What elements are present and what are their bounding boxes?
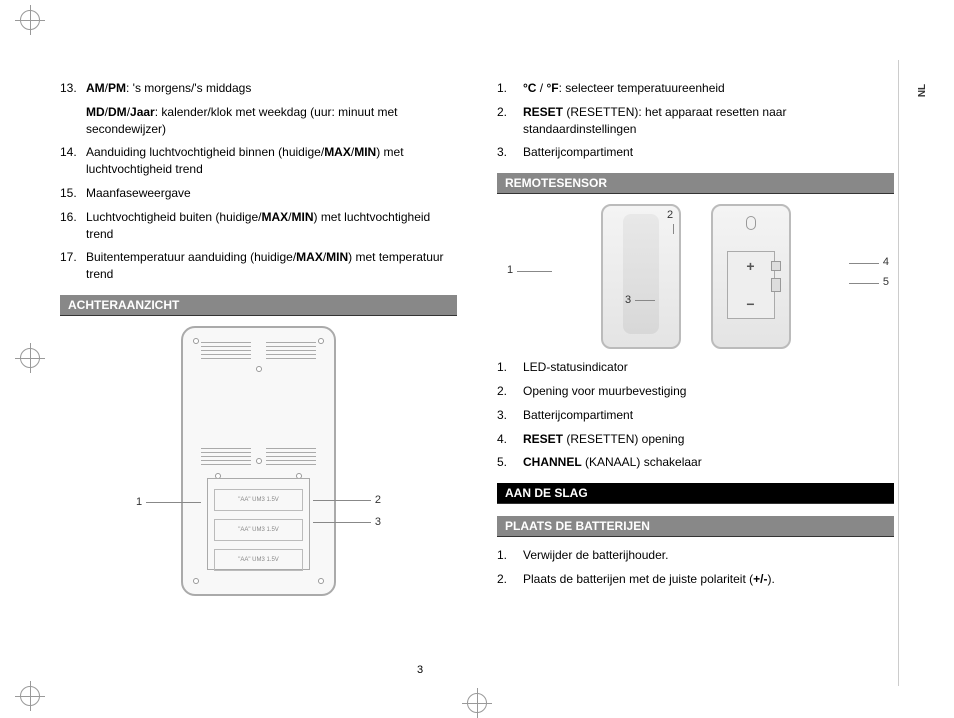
- list-item: 3.Batterijcompartiment: [497, 407, 894, 424]
- list-item: 2.Opening voor muurbevestiging: [497, 383, 894, 400]
- remote-back-illustration: +−: [711, 204, 791, 349]
- remote-callout-3: 3: [625, 294, 631, 306]
- list-subitem: MD/DM/Jaar: kalender/klok met weekdag (u…: [86, 104, 457, 138]
- list-item: 16.Luchtvochtigheid buiten (huidige/MAX/…: [60, 209, 457, 243]
- battery-slot: "AA" UM3 1.5V: [214, 519, 303, 541]
- remote-callout-5: 5: [883, 276, 889, 288]
- callout-3: 3: [375, 516, 381, 528]
- registration-mark: [20, 10, 40, 30]
- remote-sensor-list: 1.LED-statusindicator 2.Opening voor muur…: [497, 359, 894, 471]
- list-item: 2.Plaats de batterijen met de juiste pol…: [497, 571, 894, 588]
- registration-mark: [20, 348, 40, 368]
- feature-list-continued: 13.AM/PM: 's morgens/'s middags MD/DM/Jaa…: [60, 80, 457, 283]
- left-column: 13.AM/PM: 's morgens/'s middags MD/DM/Jaa…: [60, 80, 457, 609]
- section-achteraanzicht: ACHTERAANZICHT: [60, 295, 457, 316]
- list-item: 3.Batterijcompartiment: [497, 144, 894, 161]
- list-item: 14.Aanduiding luchtvochtigheid binnen (h…: [60, 144, 457, 178]
- page-number: 3: [417, 664, 423, 676]
- page: 13.AM/PM: 's morgens/'s middags MD/DM/Jaa…: [0, 0, 954, 639]
- section-plaats-batterijen: PLAATS DE BATTERIJEN: [497, 516, 894, 537]
- registration-mark: [20, 686, 40, 706]
- callout-2: 2: [375, 494, 381, 506]
- back-view-list: 1.°C / °F: selecteer temperatuureenheid 2…: [497, 80, 894, 161]
- section-remotesensor: REMOTESENSOR: [497, 173, 894, 194]
- list-item: 2.RESET (RESETTEN): het apparaat resette…: [497, 104, 894, 138]
- list-item: 15.Maanfaseweergave: [60, 185, 457, 202]
- remote-sensor-figure: +− 1 2 3 4 5: [497, 204, 894, 349]
- list-item: 13.AM/PM: 's morgens/'s middags: [60, 80, 457, 97]
- list-item: 4.RESET (RESETTEN) opening: [497, 431, 894, 448]
- remote-callout-4: 4: [883, 256, 889, 268]
- remote-callout-2: 2: [667, 209, 673, 221]
- section-aan-de-slag: AAN DE SLAG: [497, 483, 894, 504]
- remote-callout-1: 1: [507, 264, 513, 276]
- battery-slot: "AA" UM3 1.5V: [214, 549, 303, 571]
- list-item: 17.Buitentemperatuur aanduiding (huidige…: [60, 249, 457, 283]
- battery-install-list: 1.Verwijder de batterijhouder. 2.Plaats d…: [497, 547, 894, 588]
- list-item: 1.LED-statusindicator: [497, 359, 894, 376]
- list-item: 1.°C / °F: selecteer temperatuureenheid: [497, 80, 894, 97]
- back-view-figure: "AA" UM3 1.5V "AA" UM3 1.5V "AA" UM3 1.5…: [60, 326, 457, 599]
- callout-1: 1: [136, 496, 142, 508]
- battery-slot: "AA" UM3 1.5V: [214, 489, 303, 511]
- remote-front-illustration: [601, 204, 681, 349]
- list-item: 5.CHANNEL (KANAAL) schakelaar: [497, 454, 894, 471]
- list-item: 1.Verwijder de batterijhouder.: [497, 547, 894, 564]
- registration-mark: [467, 693, 487, 713]
- right-column: 1.°C / °F: selecteer temperatuureenheid 2…: [497, 80, 894, 609]
- device-back-illustration: "AA" UM3 1.5V "AA" UM3 1.5V "AA" UM3 1.5…: [181, 326, 336, 596]
